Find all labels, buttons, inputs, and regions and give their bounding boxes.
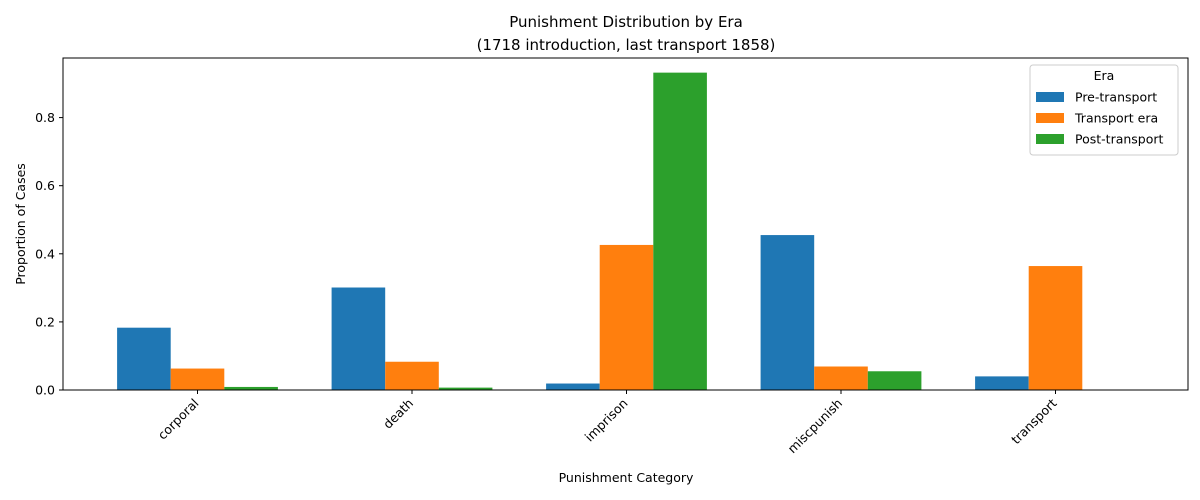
bar-pre-transport-corporal [117, 327, 171, 390]
legend-swatch-post-transport [1036, 134, 1064, 144]
x-tick-label-transport: transport [1008, 395, 1060, 447]
bar-post-transport-corporal [224, 386, 278, 390]
plot-frame [62, 57, 1189, 391]
y-tick-label: 0.4 [35, 246, 55, 261]
bar-pre-transport-imprison [546, 383, 600, 390]
bar-transport-era-corporal [170, 368, 225, 390]
legend-items: Pre-transport Transport era Post-transport [1036, 90, 1164, 147]
legend-label-transport-era: Transport era [1074, 111, 1158, 126]
legend-box [1029, 64, 1179, 156]
bar-pre-transport-transport [975, 376, 1029, 390]
legend: Era Pre-transport Transport era Post-trans… [1029, 64, 1179, 156]
y-axis-label: Proportion of Cases [13, 163, 28, 285]
y-tick-label: 0.0 [35, 383, 55, 398]
x-tick-label-imprison: imprison [582, 396, 631, 445]
chart-title: Punishment Distribution by Era [509, 13, 743, 31]
bars-group [117, 72, 1083, 390]
bar-transport-era-miscpunish [814, 366, 868, 390]
bar-transport-era-transport [1028, 266, 1083, 390]
legend-label-pre-transport: Pre-transport [1075, 90, 1157, 105]
bar-pre-transport-death [331, 287, 386, 390]
x-tick-label-death: death [380, 396, 416, 432]
bar-post-transport-death [438, 387, 493, 390]
bar-transport-era-death [385, 361, 439, 390]
x-tick-label-corporal: corporal [155, 396, 202, 443]
bar-transport-era-imprison [599, 244, 654, 390]
x-tick-label-miscpunish: miscpunish [784, 396, 845, 457]
y-tick-label: 0.6 [35, 178, 55, 193]
bar-post-transport-imprison [653, 72, 707, 390]
bar-post-transport-miscpunish [867, 371, 922, 390]
x-axis-ticks: corporal death imprison miscpunish transport [155, 390, 1060, 456]
y-tick-label: 0.2 [35, 314, 55, 329]
legend-swatch-pre-transport [1036, 92, 1064, 102]
legend-swatch-transport-era [1036, 113, 1064, 123]
bar-pre-transport-miscpunish [760, 235, 815, 390]
legend-title: Era [1094, 68, 1115, 83]
y-tick-label: 0.8 [35, 110, 55, 125]
legend-label-post-transport: Post-transport [1075, 132, 1164, 147]
x-axis-label: Punishment Category [559, 470, 694, 485]
y-axis-ticks: 0.0 0.2 0.4 0.6 0.8 [35, 110, 63, 398]
chart-subtitle: (1718 introduction, last transport 1858) [477, 36, 776, 54]
